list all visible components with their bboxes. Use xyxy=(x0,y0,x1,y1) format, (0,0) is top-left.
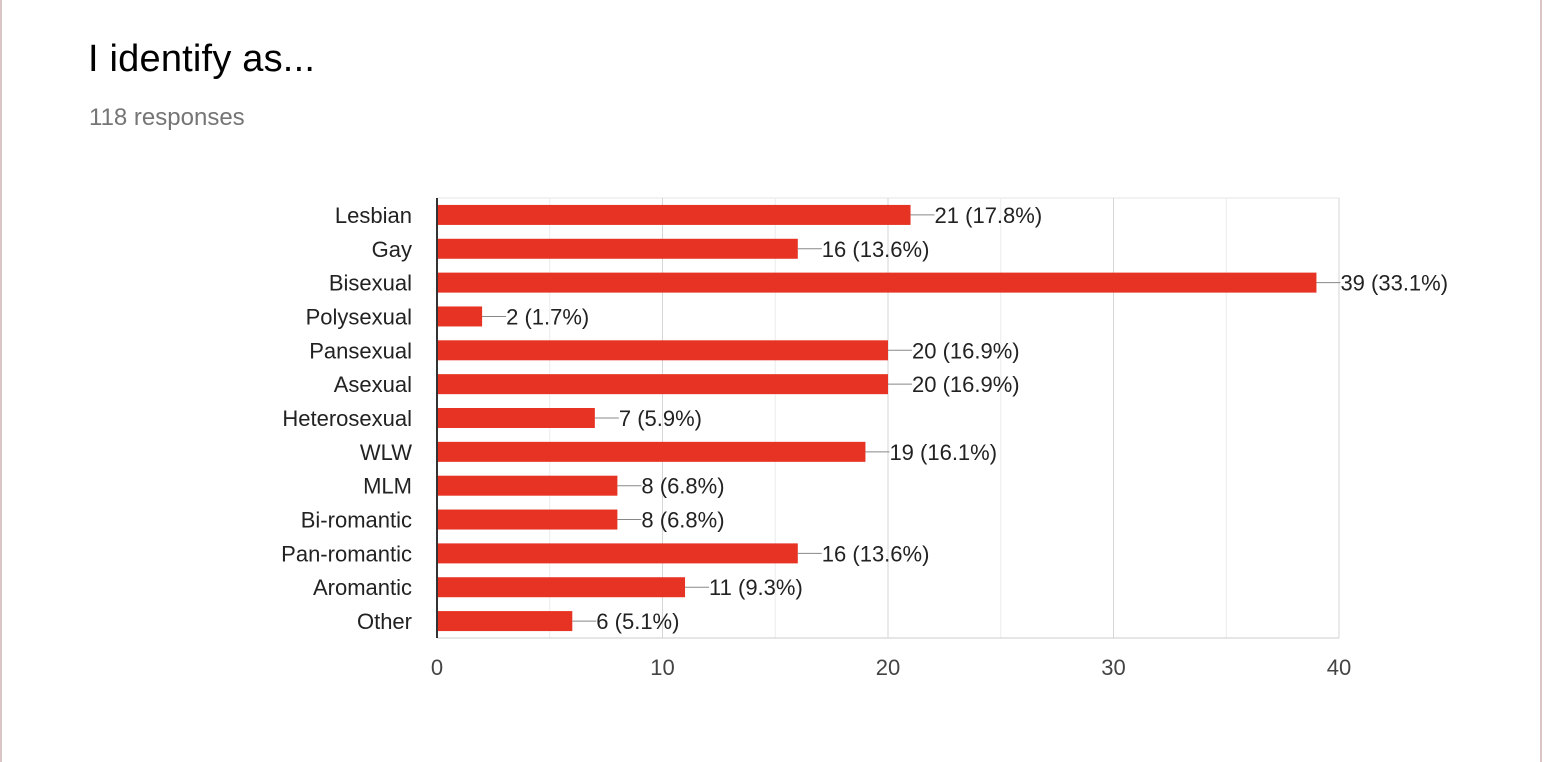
category-label: Pansexual xyxy=(309,338,412,363)
category-label: Polysexual xyxy=(306,304,412,329)
data-label: 16 (13.6%) xyxy=(822,237,930,262)
x-tick-label: 10 xyxy=(650,655,674,680)
data-label: 20 (16.9%) xyxy=(912,372,1020,397)
category-label: Lesbian xyxy=(335,203,412,228)
category-label: Heterosexual xyxy=(282,406,412,431)
x-tick-label: 30 xyxy=(1101,655,1125,680)
bar xyxy=(437,543,798,564)
bar xyxy=(437,306,483,327)
bar xyxy=(437,475,618,496)
category-label: Asexual xyxy=(334,372,412,397)
data-label: 6 (5.1%) xyxy=(596,609,679,634)
bar xyxy=(437,374,888,395)
data-label: 39 (33.1%) xyxy=(1340,271,1448,296)
data-label: 8 (6.8%) xyxy=(641,474,724,499)
data-label: 2 (1.7%) xyxy=(506,304,589,329)
category-label: Gay xyxy=(372,237,412,262)
bar xyxy=(437,577,686,598)
category-label: Pan-romantic xyxy=(281,541,412,566)
chart-title: I identify as... xyxy=(88,38,316,80)
category-label: Bi-romantic xyxy=(301,508,412,533)
bar xyxy=(437,611,573,632)
response-count: 118 responses xyxy=(89,104,245,131)
bar xyxy=(437,509,618,530)
category-label: Aromantic xyxy=(313,575,412,600)
data-label: 7 (5.9%) xyxy=(619,406,702,431)
x-tick-label: 0 xyxy=(431,655,443,680)
x-tick-label: 40 xyxy=(1327,655,1351,680)
bar xyxy=(437,340,888,361)
bar xyxy=(437,204,911,225)
category-label: Bisexual xyxy=(329,271,412,296)
data-label: 16 (13.6%) xyxy=(822,541,930,566)
bar xyxy=(437,408,595,428)
category-label: Other xyxy=(357,609,412,634)
data-label: 20 (16.9%) xyxy=(912,338,1020,363)
data-label: 19 (16.1%) xyxy=(889,440,997,465)
data-label: 11 (9.3%) xyxy=(709,575,803,600)
data-label: 8 (6.8%) xyxy=(641,508,724,533)
bar xyxy=(437,441,866,462)
category-label: MLM xyxy=(363,474,412,499)
category-label: WLW xyxy=(360,440,412,465)
x-tick-label: 20 xyxy=(876,655,900,680)
bar xyxy=(437,238,798,259)
data-label: 21 (17.8%) xyxy=(935,203,1043,228)
bar xyxy=(437,272,1317,293)
